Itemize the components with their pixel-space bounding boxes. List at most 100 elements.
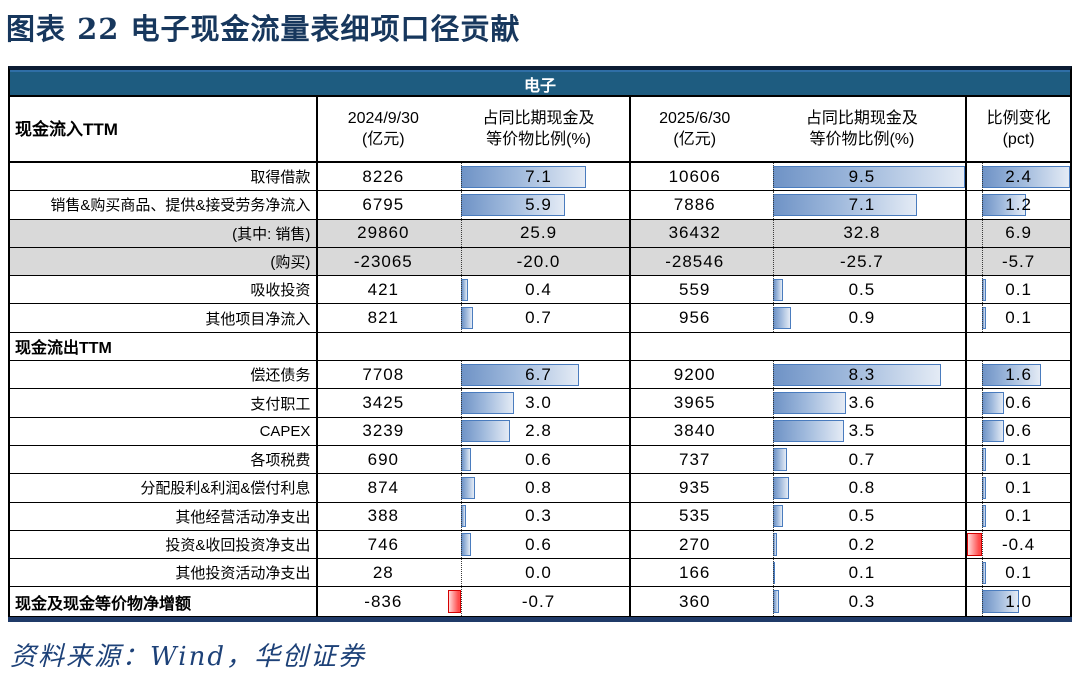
header-line: 2024/9/30 [347,110,419,127]
cell-value: 0.1 [1005,449,1032,469]
header-line: 等价物比例(%) [486,131,591,148]
cell-value: 7.1 [525,166,552,186]
row-label: CAPEX [259,422,311,440]
value-2024-cell: 3239 [318,418,448,445]
value-2024-cell: 421 [318,276,448,303]
value-2024-cell: 821 [318,304,448,331]
value-2025-cell: 7886 [631,191,759,218]
databar-negative [967,533,982,556]
change-cell: 6.9 [967,219,1070,247]
databar-axis [460,559,462,587]
databar-positive [772,476,789,500]
row-label: (购买) [270,254,311,272]
databar-axis [460,191,462,219]
cell-value: 0.7 [848,449,876,469]
pct-2024-cell: 0.7 [448,304,631,332]
cell-value: 0.9 [848,308,876,328]
pct-2025-cell: -25.7 [759,247,968,276]
cell-value: 7708 [362,364,405,384]
value-2024-cell: 388 [318,503,448,530]
header-cashflow-in: 现金流入TTM [10,97,319,161]
value-2024-cell: 6795 [318,191,448,218]
cell-value: 0.4 [525,279,552,299]
databar-axis [460,304,462,332]
databar-axis [460,530,462,559]
cell-value: 0.1 [848,562,876,582]
databar-axis [772,191,774,219]
cell-value: 29860 [357,223,410,243]
databar-axis [981,361,983,389]
figure-title: 图表 22 电子现金流量表细项口径贡献 [6,12,521,46]
value-2024-cell: 7708 [318,361,448,388]
cell-value: 0.8 [525,477,552,497]
row-label-cell: 其他项目净流入 [10,304,319,332]
databar-axis [772,247,774,276]
cell-value: 956 [679,308,711,328]
change-cell: 1.0 [967,587,1070,616]
databar-axis [981,247,983,276]
value-2025-cell: 737 [631,446,759,473]
databar-axis [460,474,462,502]
cell-value: 166 [679,562,711,582]
cell-value: 421 [367,279,399,299]
cell-value: 10606 [668,166,721,186]
table-row: (其中: 销售) 29860 25.9 36432 32.8 6.9 [10,219,1070,248]
databar-axis [460,247,462,276]
table-header-row: 现金流入TTM 2024/9/30 (亿元) 占同比期现金及 等价物比例(%) … [10,97,1070,163]
row-label-cell: 其他经营活动净支出 [10,502,319,530]
table-row: 销售&购买商品、提供&接受劳务净流入 6795 5.9 7886 7.1 1.2 [10,191,1070,220]
databar-positive [772,505,783,528]
change-cell: 2.4 [967,163,1070,191]
row-label-cell: CAPEX [10,417,319,445]
databar-axis [981,276,983,304]
cell-value: 1.6 [1005,364,1032,384]
pct-2025-cell: 0.1 [759,559,968,587]
table-row: 其他投资活动净支出 28 0.0 166 0.1 0.1 [10,559,1070,588]
cell-value: 737 [679,449,711,469]
cell-value: 0.8 [848,477,876,497]
pct-2025-cell [759,332,968,361]
pct-2025-cell: 0.5 [759,502,968,530]
value-2024-cell: 29860 [318,220,448,247]
change-cell: -0.4 [967,530,1070,559]
cell-value: 360 [679,591,711,611]
databar-positive [460,391,514,415]
databar-negative [448,589,461,614]
header-line: (亿元) [673,131,717,148]
row-label-cell: 现金及现金等价物净增额 [10,587,319,616]
cell-value: 6.9 [1005,223,1032,243]
table-row: 偿还债务 7708 6.7 9200 8.3 1.6 [10,361,1070,390]
databar-axis [981,389,983,417]
table-row: 投资&收回投资净支出 746 0.6 270 0.2 -0.4 [10,530,1070,560]
pct-2025-cell: 0.9 [759,304,968,332]
cell-value: -0.7 [521,591,556,611]
databar-positive [460,448,472,471]
databar-axis [772,304,774,332]
cell-value: -25.7 [840,251,884,271]
value-2024-cell [318,333,448,360]
databar-positive [772,306,791,330]
cell-value: -5.7 [1001,251,1036,271]
row-label: 偿还债务 [250,367,311,385]
pct-2025-cell: 8.3 [759,361,968,389]
cell-value: 270 [679,534,711,554]
cell-value: 0.1 [1005,506,1032,526]
row-label: 分配股利&利润&偿付利息 [140,480,311,498]
cell-value: 28 [372,562,394,582]
cell-value: 0.7 [525,308,552,328]
table-row: 取得借款 8226 7.1 10606 9.5 2.4 [10,163,1070,192]
cell-value: 935 [679,477,711,497]
databar-positive [772,193,917,217]
cashflow-table: 电子 现金流入TTM 2024/9/30 (亿元) 占同比期现金及 等价物比例(… [8,66,1072,618]
change-cell: 0.1 [967,559,1070,587]
value-2024-cell: 8226 [318,163,448,190]
pct-2024-cell: 3.0 [448,389,631,417]
databar-positive [981,391,1004,415]
row-label-cell: 分配股利&利润&偿付利息 [10,474,319,502]
change-cell: 0.6 [967,417,1070,445]
cell-value: 0.1 [1005,477,1032,497]
cell-value: 36432 [668,223,721,243]
change-cell: 0.1 [967,474,1070,502]
value-2025-cell: 559 [631,276,759,303]
pct-2025-cell: 9.5 [759,163,968,191]
